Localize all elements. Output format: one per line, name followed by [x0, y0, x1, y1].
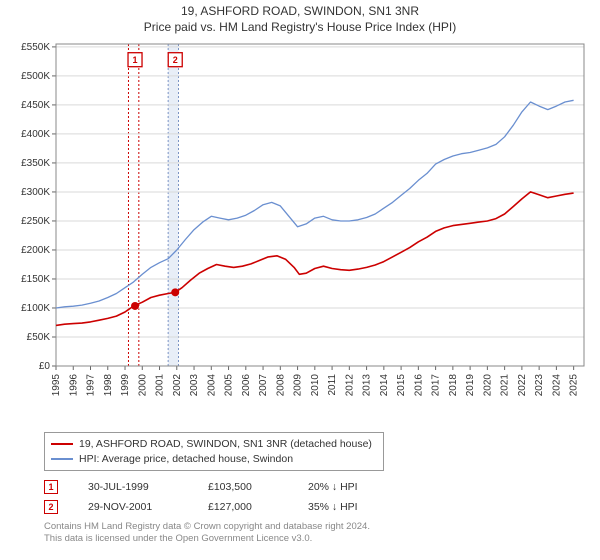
sale-marker-icon: 1: [44, 480, 58, 494]
chart-area: £0 £50K £100K £150K £200K £250K £300K £350K £400…: [10, 38, 590, 428]
svg-text:2000: 2000: [137, 374, 148, 397]
svg-text:1997: 1997: [86, 374, 97, 397]
legend-swatch: [51, 458, 73, 460]
svg-text:1995: 1995: [51, 374, 62, 397]
svg-text:2002: 2002: [172, 374, 183, 397]
sale-price: £127,000: [208, 501, 278, 513]
svg-text:2021: 2021: [500, 374, 511, 397]
svg-text:2019: 2019: [465, 374, 476, 397]
svg-text:2004: 2004: [206, 374, 217, 397]
sale-date: 29-NOV-2001: [88, 501, 178, 513]
footer-attribution: Contains HM Land Registry data © Crown c…: [44, 521, 590, 545]
svg-text:£50K: £50K: [27, 332, 51, 343]
svg-text:2003: 2003: [189, 374, 200, 397]
svg-text:2023: 2023: [534, 374, 545, 397]
svg-text:£300K: £300K: [21, 187, 50, 198]
svg-text:£250K: £250K: [21, 216, 50, 227]
svg-text:2016: 2016: [413, 374, 424, 397]
sale-row: 2 29-NOV-2001 £127,000 35% ↓ HPI: [44, 497, 590, 517]
sale-diff: 35% ↓ HPI: [308, 501, 388, 513]
svg-text:2005: 2005: [224, 374, 235, 397]
svg-text:2013: 2013: [362, 374, 373, 397]
svg-text:2018: 2018: [448, 374, 459, 397]
svg-text:£400K: £400K: [21, 129, 50, 140]
footer-line: Contains HM Land Registry data © Crown c…: [44, 521, 590, 533]
chart-titles: 19, ASHFORD ROAD, SWINDON, SN1 3NR Price…: [0, 0, 600, 34]
svg-text:2: 2: [173, 55, 178, 65]
svg-text:2020: 2020: [482, 374, 493, 397]
svg-text:£100K: £100K: [21, 303, 50, 314]
legend-item: 19, ASHFORD ROAD, SWINDON, SN1 3NR (deta…: [51, 437, 377, 452]
svg-text:£450K: £450K: [21, 100, 50, 111]
svg-text:2017: 2017: [431, 374, 442, 397]
sale-price: £103,500: [208, 481, 278, 493]
svg-text:1998: 1998: [103, 374, 114, 397]
svg-text:£0: £0: [39, 361, 51, 372]
svg-text:2008: 2008: [275, 374, 286, 397]
legend: 19, ASHFORD ROAD, SWINDON, SN1 3NR (deta…: [44, 432, 384, 471]
svg-text:2009: 2009: [293, 374, 304, 397]
line-chart: £0 £50K £100K £150K £200K £250K £300K £350K £400…: [10, 38, 590, 428]
svg-text:1996: 1996: [68, 374, 79, 397]
sale-date: 30-JUL-1999: [88, 481, 178, 493]
svg-text:2011: 2011: [327, 374, 338, 396]
svg-text:2001: 2001: [155, 374, 166, 397]
svg-text:2025: 2025: [569, 374, 580, 397]
svg-text:2012: 2012: [344, 374, 355, 397]
svg-text:2010: 2010: [310, 374, 321, 397]
svg-text:£500K: £500K: [21, 71, 50, 82]
svg-text:2024: 2024: [551, 374, 562, 397]
svg-text:1: 1: [133, 55, 138, 65]
svg-text:£150K: £150K: [21, 274, 50, 285]
svg-text:2014: 2014: [379, 374, 390, 397]
svg-text:2022: 2022: [517, 374, 528, 397]
svg-text:2007: 2007: [258, 374, 269, 397]
legend-swatch: [51, 443, 73, 445]
svg-text:1999: 1999: [120, 374, 131, 397]
svg-text:£200K: £200K: [21, 245, 50, 256]
legend-item: HPI: Average price, detached house, Swin…: [51, 452, 377, 467]
sale-marker-icon: 2: [44, 500, 58, 514]
legend-label: HPI: Average price, detached house, Swin…: [79, 452, 293, 467]
legend-label: 19, ASHFORD ROAD, SWINDON, SN1 3NR (deta…: [79, 437, 372, 452]
title-subtitle: Price paid vs. HM Land Registry's House …: [0, 20, 600, 34]
sale-row: 1 30-JUL-1999 £103,500 20% ↓ HPI: [44, 477, 590, 497]
title-address: 19, ASHFORD ROAD, SWINDON, SN1 3NR: [0, 4, 600, 18]
svg-text:£550K: £550K: [21, 42, 50, 53]
svg-text:2006: 2006: [241, 374, 252, 397]
svg-text:£350K: £350K: [21, 158, 50, 169]
svg-text:2015: 2015: [396, 374, 407, 397]
sale-diff: 20% ↓ HPI: [308, 481, 388, 493]
footer-line: This data is licensed under the Open Gov…: [44, 533, 590, 545]
sales-table: 1 30-JUL-1999 £103,500 20% ↓ HPI 2 29-NO…: [44, 477, 590, 517]
